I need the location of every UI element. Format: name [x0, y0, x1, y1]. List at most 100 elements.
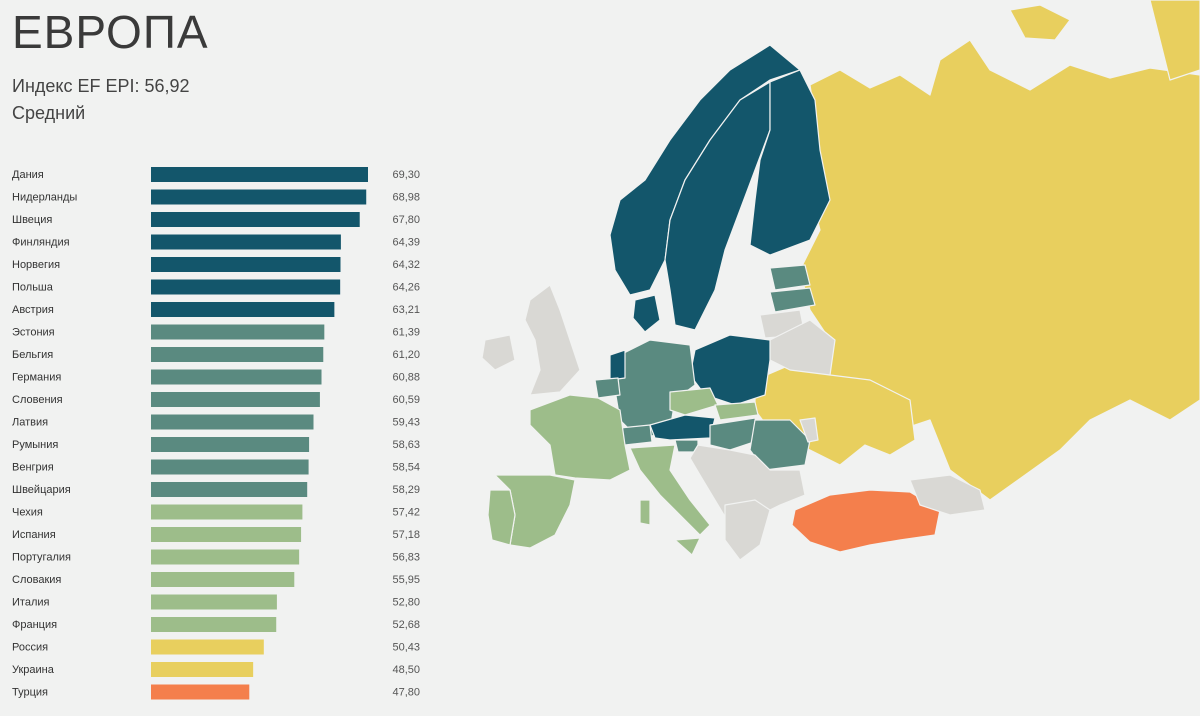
map-sardinia — [639, 499, 651, 526]
bar-category-label: Финляндия — [12, 237, 70, 249]
map-uk — [524, 284, 581, 396]
bar-category-label: Испания — [12, 529, 56, 541]
map-north-island — [1149, 0, 1200, 81]
map-estonia[interactable] — [769, 264, 811, 291]
bar-23[interactable] — [151, 684, 250, 700]
map-portugal[interactable] — [487, 489, 516, 546]
bar-category-label: Швеция — [12, 214, 52, 226]
map-finland[interactable] — [749, 69, 831, 256]
bar-22[interactable] — [151, 662, 254, 677]
bar-category-label: Дания — [12, 169, 44, 181]
bar-value-label: 58,29 — [392, 484, 420, 496]
bar-value-label: 64,26 — [392, 282, 420, 294]
map-novaya-zemlya — [1009, 4, 1071, 41]
map-hungary[interactable] — [709, 417, 761, 451]
map-russia[interactable] — [799, 39, 1200, 501]
map-greece — [724, 499, 771, 561]
bar-20[interactable] — [151, 617, 277, 632]
bar-category-label: Чехия — [12, 507, 43, 519]
bar-value-label: 69,30 — [392, 169, 420, 181]
bar-21[interactable] — [151, 639, 264, 655]
map-turkey[interactable] — [791, 489, 941, 553]
proficiency-level: Средний — [12, 103, 86, 123]
bar-category-label: Словакия — [12, 574, 61, 586]
map-sweden[interactable] — [664, 81, 771, 331]
bar-category-label: Австрия — [12, 304, 54, 316]
bar-value-label: 63,21 — [392, 304, 420, 316]
bar-value-label: 64,39 — [392, 237, 420, 249]
bar-13[interactable] — [151, 459, 309, 475]
map-moldova — [799, 417, 819, 443]
map-germany[interactable] — [614, 339, 696, 441]
bar-10[interactable] — [151, 392, 320, 407]
bar-value-label: 67,80 — [392, 214, 420, 226]
map-sicily — [674, 537, 701, 556]
bar-value-label: 64,32 — [392, 259, 420, 271]
bar-category-label: Бельгия — [12, 349, 53, 361]
map-balkans — [689, 444, 806, 526]
bar-value-label: 58,54 — [392, 462, 420, 474]
map-latvia[interactable] — [769, 287, 816, 313]
bar-value-label: 59,43 — [392, 417, 420, 429]
bar-value-label: 61,39 — [392, 327, 420, 339]
bar-value-label: 52,80 — [392, 597, 420, 609]
ef-epi-index: Индекс EF EPI: 56,92 — [12, 76, 190, 96]
bar-12[interactable] — [151, 437, 310, 452]
map-ireland — [481, 334, 516, 371]
bar-9[interactable] — [151, 369, 322, 385]
bar-6[interactable] — [151, 302, 335, 317]
bar-2[interactable] — [151, 212, 360, 227]
bar-14[interactable] — [151, 482, 308, 497]
bar-value-label: 60,59 — [392, 394, 420, 406]
bar-1[interactable] — [151, 189, 367, 205]
bar-category-label: Россия — [12, 642, 48, 654]
bar-4[interactable] — [151, 257, 341, 272]
bar-category-label: Украина — [12, 664, 55, 676]
bar-3[interactable] — [151, 234, 341, 250]
map-caucasus — [909, 474, 986, 516]
bar-category-label: Словения — [12, 394, 63, 406]
bar-category-label: Латвия — [12, 417, 48, 429]
page-title: ЕВРОПА — [12, 6, 209, 58]
bar-category-label: Турция — [12, 687, 48, 699]
bar-8[interactable] — [151, 347, 324, 362]
ranking-bar-chart: Дания 69,30 Нидерланды 68,98 Швеция 67,80 Финл… — [12, 167, 420, 700]
map-belgium[interactable] — [594, 377, 621, 399]
map-italy[interactable] — [629, 444, 711, 536]
bar-category-label: Румыния — [12, 439, 58, 451]
map-romania[interactable] — [749, 419, 811, 471]
bar-category-label: Эстония — [12, 327, 55, 339]
bar-category-label: Португалия — [12, 552, 71, 564]
bar-value-label: 68,98 — [392, 192, 420, 204]
bar-category-label: Италия — [12, 597, 50, 609]
map-slovakia[interactable] — [714, 401, 759, 421]
bar-category-label: Франция — [12, 619, 57, 631]
bar-value-label: 60,88 — [392, 372, 420, 384]
bar-value-label: 57,42 — [392, 507, 420, 519]
europe-map — [481, 0, 1200, 561]
bar-value-label: 47,80 — [392, 687, 420, 699]
map-czechia[interactable] — [669, 387, 719, 416]
bar-category-label: Венгрия — [12, 462, 54, 474]
bar-category-label: Швейцария — [12, 484, 71, 496]
bar-7[interactable] — [151, 324, 325, 340]
bar-value-label: 57,18 — [392, 529, 420, 541]
bar-11[interactable] — [151, 414, 314, 430]
map-france[interactable] — [529, 394, 631, 481]
bar-category-label: Польша — [12, 282, 54, 294]
map-netherlands[interactable] — [609, 349, 626, 381]
bar-category-label: Норвегия — [12, 259, 60, 271]
bar-17[interactable] — [151, 549, 300, 565]
map-norway[interactable] — [609, 44, 801, 296]
bar-0[interactable] — [151, 167, 368, 182]
bar-19[interactable] — [151, 594, 277, 610]
bar-value-label: 56,83 — [392, 552, 420, 564]
bar-value-label: 48,50 — [392, 664, 420, 676]
bar-18[interactable] — [151, 572, 295, 587]
bar-category-label: Нидерланды — [12, 192, 77, 204]
map-denmark[interactable] — [632, 294, 661, 333]
bar-16[interactable] — [151, 527, 302, 542]
bar-value-label: 61,20 — [392, 349, 420, 361]
bar-5[interactable] — [151, 279, 341, 295]
bar-15[interactable] — [151, 504, 303, 520]
